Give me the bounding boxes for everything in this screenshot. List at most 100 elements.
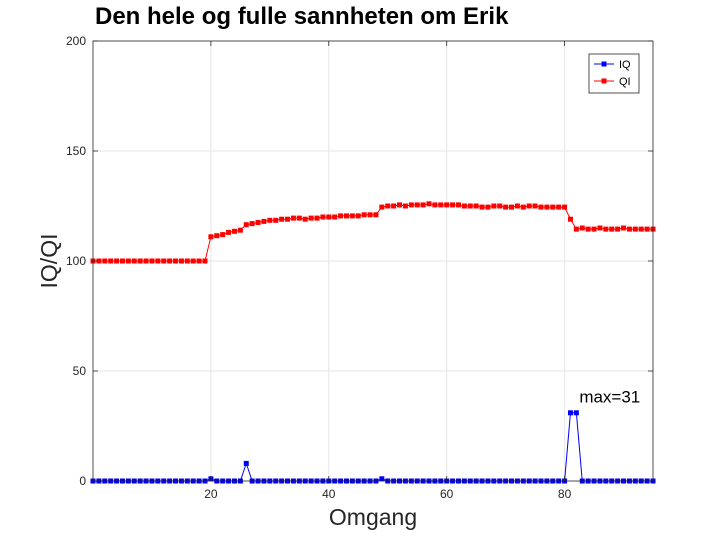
data-point <box>520 204 526 210</box>
data-point <box>173 258 179 264</box>
data-point <box>526 203 532 209</box>
data-point <box>444 202 450 208</box>
data-point <box>255 220 261 225</box>
data-point <box>573 226 579 232</box>
data-point <box>414 202 420 208</box>
data-point <box>373 212 379 218</box>
data-point <box>108 258 114 264</box>
x-axis-label: Omgang <box>329 504 417 530</box>
data-point <box>326 214 332 220</box>
data-point <box>579 225 585 231</box>
data-point <box>296 215 302 221</box>
annotations: max=31 <box>579 387 640 406</box>
data-point <box>220 232 226 238</box>
data-point <box>131 258 137 264</box>
data-point <box>302 216 308 222</box>
data-point <box>343 213 349 219</box>
data-point <box>562 204 568 210</box>
y-tick-label: 150 <box>66 144 86 158</box>
data-point <box>249 221 255 227</box>
chart-title: Den hele og fulle sannheten om Erik <box>95 3 509 30</box>
data-point <box>320 214 326 220</box>
x-tick-label: 80 <box>558 487 572 501</box>
data-point <box>479 204 485 210</box>
data-point <box>544 204 550 210</box>
data-point <box>450 202 456 208</box>
y-tick-label: 100 <box>66 254 86 268</box>
y-tick-label: 200 <box>66 34 86 48</box>
data-point <box>491 203 497 209</box>
data-point <box>137 258 143 264</box>
data-point <box>202 258 208 264</box>
data-point <box>408 202 414 208</box>
data-point <box>402 203 408 209</box>
ticks: 20 40 60 80 0 50 100 150 200 <box>66 34 653 501</box>
data-point <box>550 204 556 210</box>
data-point <box>226 229 232 235</box>
data-point <box>455 202 461 208</box>
data-point <box>273 217 279 223</box>
data-point <box>473 203 479 209</box>
data-point <box>532 203 538 209</box>
data-point <box>231 228 237 234</box>
y-tick-label: 50 <box>73 364 87 378</box>
data-point <box>243 222 249 228</box>
data-point <box>567 216 573 222</box>
data-point <box>243 460 249 466</box>
data-point <box>125 258 131 264</box>
data-point <box>149 258 155 264</box>
data-point <box>626 226 632 232</box>
data-point <box>567 410 573 416</box>
legend-label: IQ <box>619 59 631 71</box>
data-point <box>397 202 403 208</box>
data-point <box>114 258 120 264</box>
data-point <box>585 226 591 232</box>
data-point <box>615 226 621 232</box>
series-qi <box>90 201 656 264</box>
data-point <box>432 202 438 208</box>
data-point <box>285 216 291 222</box>
data-point <box>609 226 615 232</box>
data-point <box>591 226 597 232</box>
x-tick-label: 20 <box>204 487 218 501</box>
data-point <box>379 204 385 210</box>
legend-item-qi: QI <box>594 76 631 88</box>
data-point <box>503 204 509 210</box>
data-point <box>155 258 161 264</box>
data-point <box>208 234 214 240</box>
data-point <box>514 203 520 209</box>
legend-label: QI <box>619 76 631 88</box>
data-point <box>167 258 173 264</box>
x-tick-label: 40 <box>322 487 336 501</box>
data-point <box>485 204 491 210</box>
data-point <box>308 215 314 221</box>
data-point <box>190 258 196 264</box>
data-point <box>438 202 444 208</box>
data-point <box>538 204 544 210</box>
y-tick-label: 0 <box>79 474 86 488</box>
legend-box <box>588 53 640 94</box>
data-point <box>196 258 202 264</box>
data-point <box>338 213 344 219</box>
data-point <box>355 213 361 219</box>
annotation-label: max=31 <box>579 387 640 406</box>
data-point <box>556 204 562 210</box>
y-axis-label: IQ/QI <box>36 234 62 289</box>
data-point <box>385 203 391 209</box>
legend: IQ QI <box>588 53 640 94</box>
data-point <box>632 226 638 232</box>
data-point <box>96 258 102 264</box>
legend-marker <box>601 61 607 67</box>
data-point <box>267 217 273 223</box>
data-point <box>597 225 603 231</box>
data-point <box>332 214 338 220</box>
data-point <box>509 204 515 210</box>
data-point <box>644 226 650 232</box>
data-point <box>361 212 367 218</box>
data-point <box>178 258 184 264</box>
data-point <box>391 203 397 209</box>
data-point <box>603 226 609 232</box>
data-point <box>497 203 503 209</box>
data-point <box>349 213 355 219</box>
data-point <box>184 258 190 264</box>
